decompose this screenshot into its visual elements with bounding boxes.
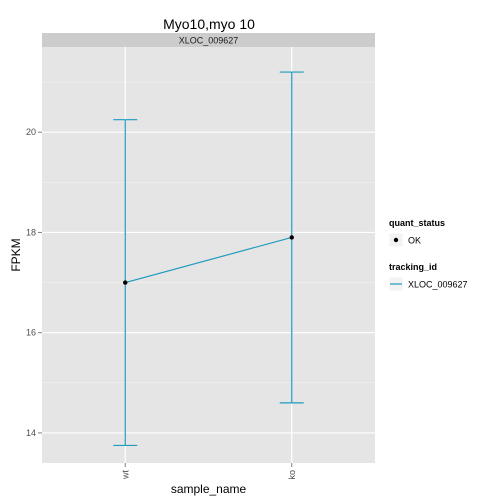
x-tick-label: ko — [287, 470, 297, 480]
x-axis-ticks: wt ko — [120, 463, 297, 480]
legend-title: tracking_id — [389, 262, 437, 272]
y-tick-label: 14 — [26, 428, 36, 438]
y-axis-title: FPKM — [9, 238, 23, 271]
y-tick-label: 18 — [26, 227, 36, 237]
facet-strip-label: XLOC_009627 — [179, 36, 239, 46]
x-axis-title: sample_name — [171, 482, 247, 496]
y-tick-label: 20 — [26, 127, 36, 137]
data-point — [123, 280, 128, 285]
legend: quant_status OK tracking_id XLOC_009627 — [388, 218, 468, 292]
chart-marks — [113, 71, 304, 447]
data-point — [289, 235, 294, 240]
legend-label: OK — [408, 236, 421, 246]
x-tick-label: wt — [120, 470, 130, 480]
chart-title: Myo10,myo 10 — [163, 16, 255, 32]
legend-key-point — [393, 237, 399, 243]
plot-panel — [42, 47, 375, 463]
series-line — [125, 236, 292, 284]
legend-title: quant_status — [389, 218, 445, 228]
y-axis-ticks: 14 16 18 20 — [26, 127, 42, 438]
legend-label: XLOC_009627 — [408, 280, 468, 290]
y-tick-label: 16 — [26, 328, 36, 338]
facet-strip — [42, 33, 375, 47]
